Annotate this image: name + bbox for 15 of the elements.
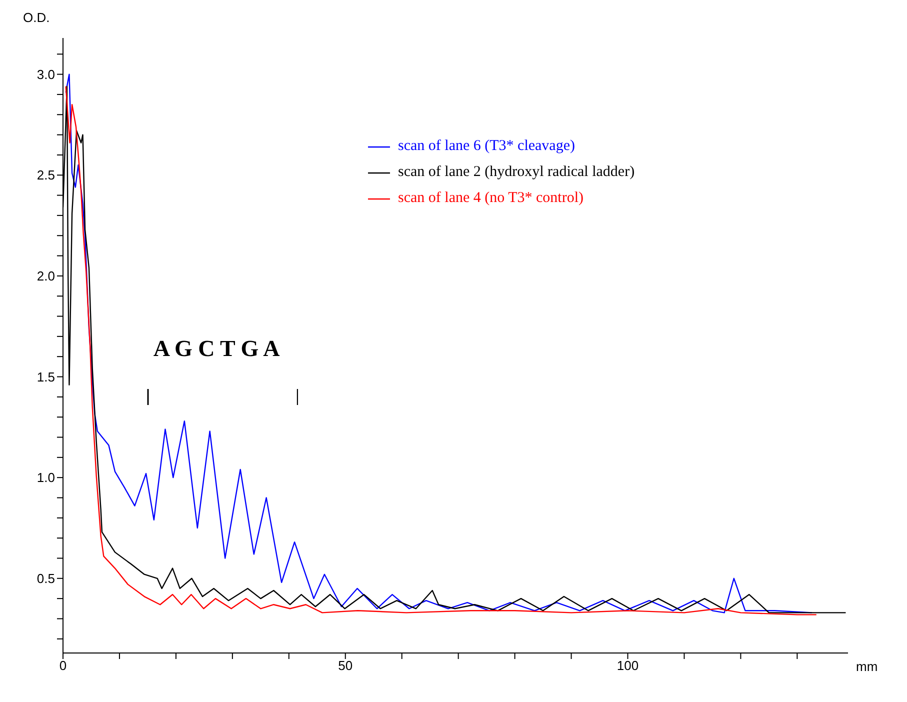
annotation: A G C T G A: [153, 336, 280, 362]
x-tick-label: 0: [59, 658, 67, 674]
x-tick-label: 100: [616, 658, 639, 674]
legend-label: scan of lane 2 (hydroxyl radical ladder): [398, 164, 635, 181]
x-axis-title: mm: [856, 659, 878, 674]
y-tick-label: 1.0: [36, 470, 55, 486]
y-tick-label: 2.5: [36, 168, 55, 183]
y-axis-title: O.D.: [23, 10, 50, 25]
y-tick-label: 2.0: [36, 268, 55, 284]
legend-label: scan of lane 6 (T3* cleavage): [398, 138, 575, 155]
legend-label: scan of lane 4 (no T3* control): [398, 190, 584, 207]
y-tick-label: 1.5: [36, 369, 55, 384]
x-tick-label: 50: [338, 658, 353, 674]
y-tick-label: 0.5: [36, 571, 55, 586]
y-tick-label: 3.0: [36, 66, 55, 82]
